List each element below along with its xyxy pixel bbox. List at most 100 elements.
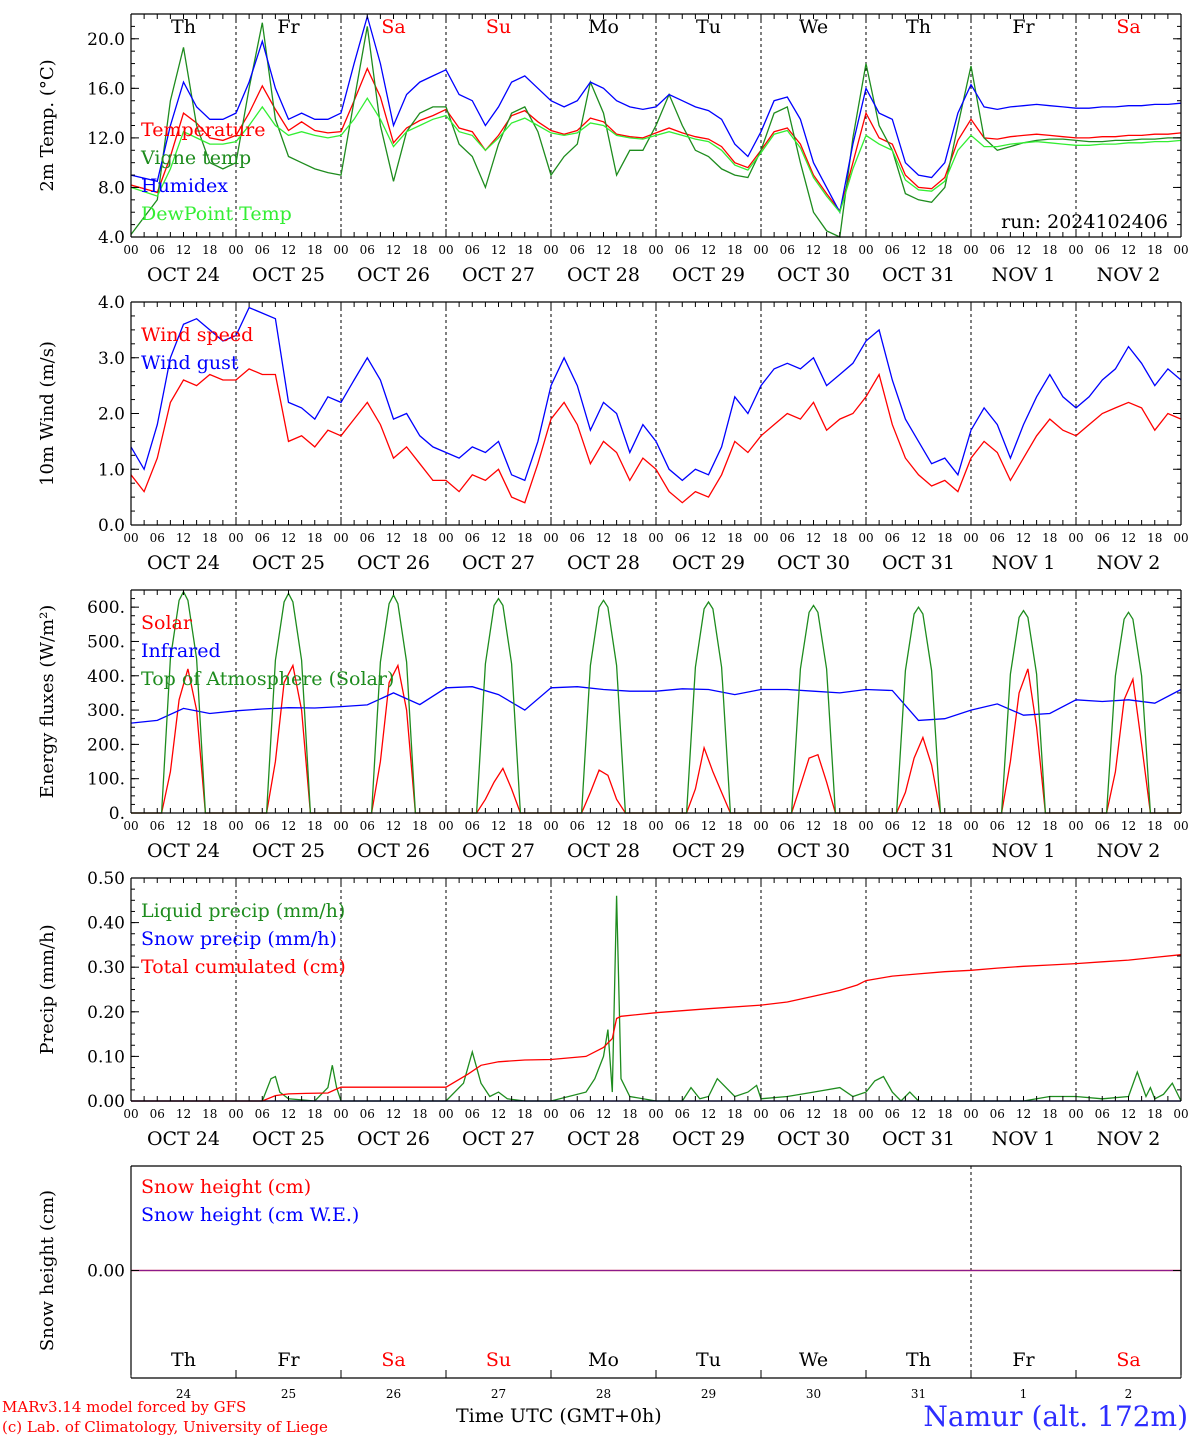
x-tick-label: 06 (570, 243, 585, 257)
x-tick-label: 06 (1095, 243, 1110, 257)
x-tick-label: 18 (1147, 243, 1162, 257)
x-tick-label: 00 (333, 1107, 348, 1121)
weekday-label: We (799, 1349, 828, 1371)
x-tick-label: 12 (701, 1107, 716, 1121)
weekday-label: Fr (277, 16, 300, 38)
x-tick-label: 18 (517, 531, 532, 545)
date-label: OCT 24 (147, 552, 220, 574)
date-label: OCT 30 (777, 264, 850, 286)
x-tick-label: 18 (1042, 531, 1057, 545)
x-tick-label: 00 (333, 243, 348, 257)
weekday-label: Th (906, 16, 931, 38)
x-tick-label: 06 (885, 1107, 900, 1121)
y-tick-label: 600. (87, 598, 125, 618)
y-tick-label: 0. (109, 804, 125, 824)
x-tick-label: 18 (727, 243, 742, 257)
x-tick-label: 06 (1095, 1107, 1110, 1121)
date-label: NOV 1 (992, 840, 1056, 862)
day-number: 1 (1020, 1387, 1028, 1401)
date-label: OCT 29 (672, 264, 745, 286)
weekday-label: Th (171, 16, 196, 38)
x-tick-label: 00 (963, 819, 978, 833)
x-tick-label: 18 (412, 531, 427, 545)
x-tick-label: 12 (1121, 1107, 1136, 1121)
day-number: 24 (176, 1387, 192, 1401)
x-tick-label: 12 (911, 819, 926, 833)
x-tick-label: 18 (937, 531, 952, 545)
x-tick-label: 00 (228, 243, 243, 257)
weekday-label: Sa (381, 16, 405, 38)
date-label: OCT 29 (672, 840, 745, 862)
x-tick-label: 00 (753, 1107, 768, 1121)
x-tick-label: 18 (307, 819, 322, 833)
legend-entry: Infrared (141, 640, 221, 662)
x-tick-label: 12 (806, 243, 821, 257)
weekday-label: Su (486, 16, 511, 38)
x-tick-label: 06 (150, 243, 165, 257)
x-tick-label: 00 (438, 1107, 453, 1121)
x-tick-label: 00 (438, 243, 453, 257)
date-label: OCT 31 (882, 264, 955, 286)
date-label: OCT 31 (882, 840, 955, 862)
x-tick-label: 18 (832, 531, 847, 545)
date-label: NOV 2 (1097, 1128, 1161, 1150)
x-tick-label: 06 (780, 819, 795, 833)
x-tick-label: 06 (1095, 819, 1110, 833)
legend-entry: Liquid precip (mm/h) (141, 900, 345, 922)
weekday-label: Fr (277, 1349, 300, 1371)
x-tick-label: 18 (832, 819, 847, 833)
panel-3: 00 06 12 18 00 06 12 18 00 06 12 18 00 06 12 18 00 06 12 18… (37, 589, 1189, 862)
station-name: Namur (alt. 172m) (923, 1400, 1188, 1433)
panel-4: 00 06 12 18 00 06 12 18 00 06 12 18 00 06 12 18 00 06 12 18… (37, 869, 1189, 1150)
x-tick-label: 18 (937, 243, 952, 257)
x-tick-label: 06 (885, 243, 900, 257)
x-tick-label: 06 (360, 819, 375, 833)
x-tick-label: 00 (438, 531, 453, 545)
legend-entry: Solar (141, 612, 193, 634)
weekday-label: Th (906, 1349, 931, 1371)
x-tick-label: 18 (517, 243, 532, 257)
day-number: 26 (386, 1387, 401, 1401)
x-tick-label: 12 (386, 819, 401, 833)
date-label: NOV 2 (1097, 840, 1161, 862)
x-tick-label: 00 (753, 531, 768, 545)
legend-entry: Total cumulated (cm) (141, 956, 346, 978)
x-tick-label: 12 (596, 243, 611, 257)
y-tick-label: 100. (87, 770, 125, 790)
x-tick-label: 06 (780, 1107, 795, 1121)
x-tick-label: 00 (123, 243, 138, 257)
x-tick-label: 12 (176, 819, 191, 833)
x-tick-label: 06 (465, 531, 480, 545)
x-tick-label: 18 (412, 243, 427, 257)
x-tick-label: 06 (990, 1107, 1005, 1121)
x-tick-label: 06 (570, 819, 585, 833)
x-tick-label: 00 (123, 1107, 138, 1121)
x-tick-label: 18 (517, 819, 532, 833)
x-tick-label: 00 (963, 531, 978, 545)
date-label: OCT 25 (252, 1128, 325, 1150)
weekday-label: Mo (588, 1349, 619, 1371)
x-tick-label: 12 (1016, 819, 1031, 833)
x-tick-label: 18 (307, 1107, 322, 1121)
x-tick-label: 00 (648, 819, 663, 833)
legend-entry: Temperature (141, 119, 265, 141)
x-tick-label: 12 (1121, 243, 1136, 257)
date-label: OCT 28 (567, 840, 640, 862)
x-tick-label: 12 (281, 531, 296, 545)
x-tick-label: 12 (596, 531, 611, 545)
x-tick-label: 12 (701, 531, 716, 545)
day-number: 29 (701, 1387, 716, 1401)
x-tick-label: 18 (202, 531, 217, 545)
y-tick-label: 4.0 (98, 228, 125, 248)
date-label: NOV 1 (992, 264, 1056, 286)
weekday-label: Tu (696, 1349, 721, 1371)
x-tick-label: 00 (333, 531, 348, 545)
x-tick-label: 06 (675, 1107, 690, 1121)
x-tick-label: 18 (202, 1107, 217, 1121)
x-tick-label: 06 (990, 531, 1005, 545)
legend-entry: Wind gust (141, 352, 239, 374)
x-tick-label: 06 (885, 819, 900, 833)
y-tick-label: 300. (87, 701, 125, 721)
x-tick-label: 06 (255, 819, 270, 833)
weekday-label: Mo (588, 16, 619, 38)
